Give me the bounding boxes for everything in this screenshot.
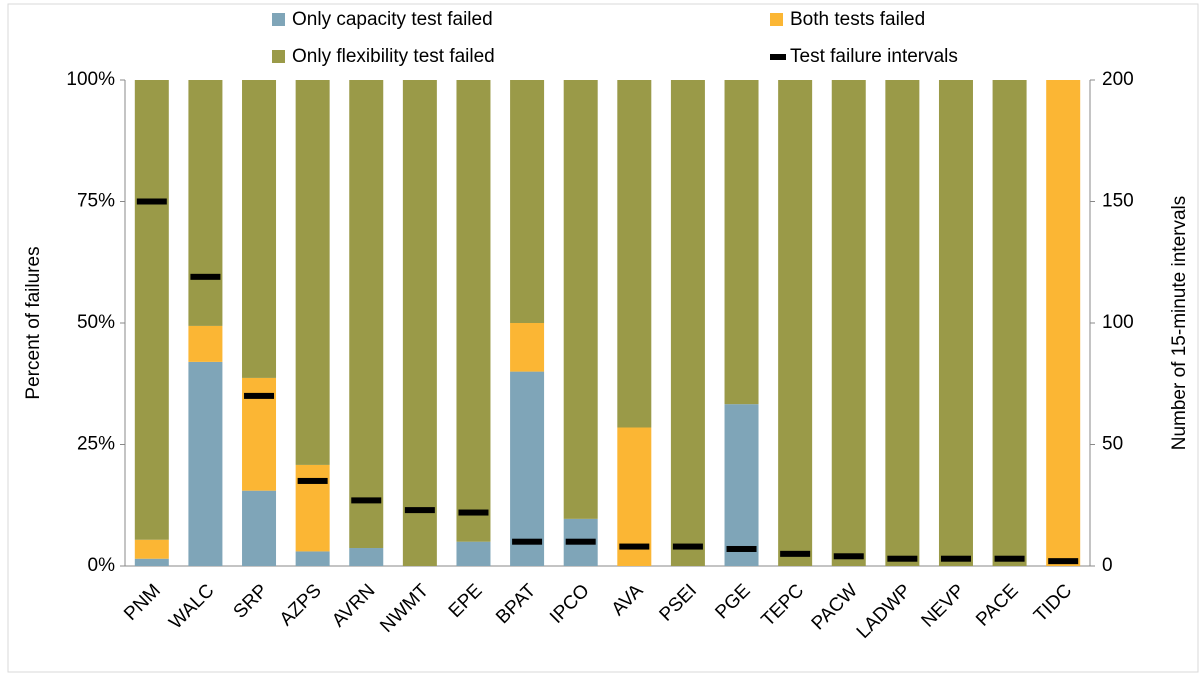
interval-marker [833,553,864,560]
y-tick-label: 75% [77,191,115,212]
y2-tick-label: 0 [1102,555,1113,576]
legend-label: Only capacity test failed [292,9,493,30]
bar-segment [456,541,491,566]
interval-marker [672,543,703,550]
y-tick-label: 50% [77,312,115,333]
bar-segment [188,361,223,566]
interval-marker [726,545,757,552]
bar-segment [134,80,169,540]
interval-marker [458,509,489,516]
bar-segment [188,325,223,362]
interval-marker [244,392,275,399]
interval-marker [1048,558,1079,565]
y2-tick-label: 150 [1102,191,1134,212]
y-tick-label: 25% [77,434,115,455]
y-axis-label: Percent of failures [23,246,44,399]
interval-marker [780,550,811,557]
bar-segment [885,80,920,566]
interval-marker [940,555,971,562]
bar-segment [510,323,545,372]
interval-marker [887,555,918,562]
y2-tick-label: 100 [1102,312,1134,333]
bar-segment [295,464,330,552]
interval-marker [404,507,435,514]
bar-segment [134,539,169,559]
bar-segment [778,80,813,566]
bar-segment [134,558,169,566]
bar-segment [456,80,491,542]
bar-segment [724,80,759,405]
bar-segment [510,371,545,566]
interval-marker [351,497,382,504]
interval-marker [994,555,1025,562]
bar-segment [402,80,437,566]
interval-marker [190,273,221,280]
bar-segment [831,80,866,566]
bar-segment [617,427,652,566]
interval-marker [136,198,167,205]
y-tick-label: 100% [66,69,115,90]
bar-segment [295,80,330,465]
y2-tick-label: 50 [1102,434,1123,455]
bar-segment [938,80,973,566]
legend-swatch [770,13,783,26]
bar-segment [563,80,598,519]
bar-segment [1046,80,1081,566]
interval-marker [297,477,328,484]
legend-swatch [272,50,285,63]
legend-swatch [272,13,285,26]
bar-segment [670,80,705,566]
bar-segment [188,80,223,326]
y2-tick-label: 200 [1102,69,1134,90]
bar-segment [617,80,652,428]
y2-axis-label: Number of 15-minute intervals [1169,196,1190,451]
interval-marker [565,538,596,545]
bar-segment [242,80,277,378]
bar-segment [349,80,384,549]
y-tick-label: 0% [88,555,116,576]
legend-swatch [770,54,786,60]
bar-segment [295,551,330,566]
interval-marker [512,538,543,545]
legend-label: Test failure intervals [790,46,958,67]
legend-label: Both tests failed [790,9,925,30]
bar-segment [242,490,277,566]
interval-marker [619,543,650,550]
legend-label: Only flexibility test failed [292,46,495,67]
bar-segment [349,548,384,566]
bar-segment [992,80,1027,566]
bar-segment [510,80,545,323]
bar-segment [724,404,759,566]
